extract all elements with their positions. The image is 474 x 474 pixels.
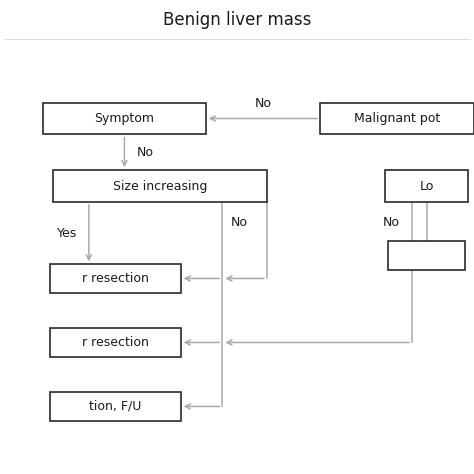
Bar bbox=[50, 392, 181, 421]
Text: Lo: Lo bbox=[419, 180, 434, 192]
Text: Malignant pot: Malignant pot bbox=[354, 112, 440, 125]
Bar bbox=[385, 170, 468, 202]
Text: Symptom: Symptom bbox=[94, 112, 155, 125]
Bar bbox=[50, 328, 181, 357]
Text: Yes: Yes bbox=[57, 227, 77, 240]
Bar bbox=[50, 264, 181, 292]
Text: No: No bbox=[255, 97, 272, 109]
Text: r resection: r resection bbox=[82, 272, 149, 285]
Text: Benign liver mass: Benign liver mass bbox=[163, 11, 311, 29]
Text: No: No bbox=[136, 146, 153, 159]
Bar bbox=[43, 102, 206, 135]
Text: tion, F/U: tion, F/U bbox=[90, 400, 142, 413]
Bar bbox=[320, 102, 474, 135]
Text: Size increasing: Size increasing bbox=[113, 180, 207, 192]
Text: r resection: r resection bbox=[82, 336, 149, 349]
Bar bbox=[388, 241, 465, 270]
Text: No: No bbox=[231, 216, 248, 229]
Bar bbox=[53, 170, 266, 202]
Text: No: No bbox=[383, 216, 400, 229]
